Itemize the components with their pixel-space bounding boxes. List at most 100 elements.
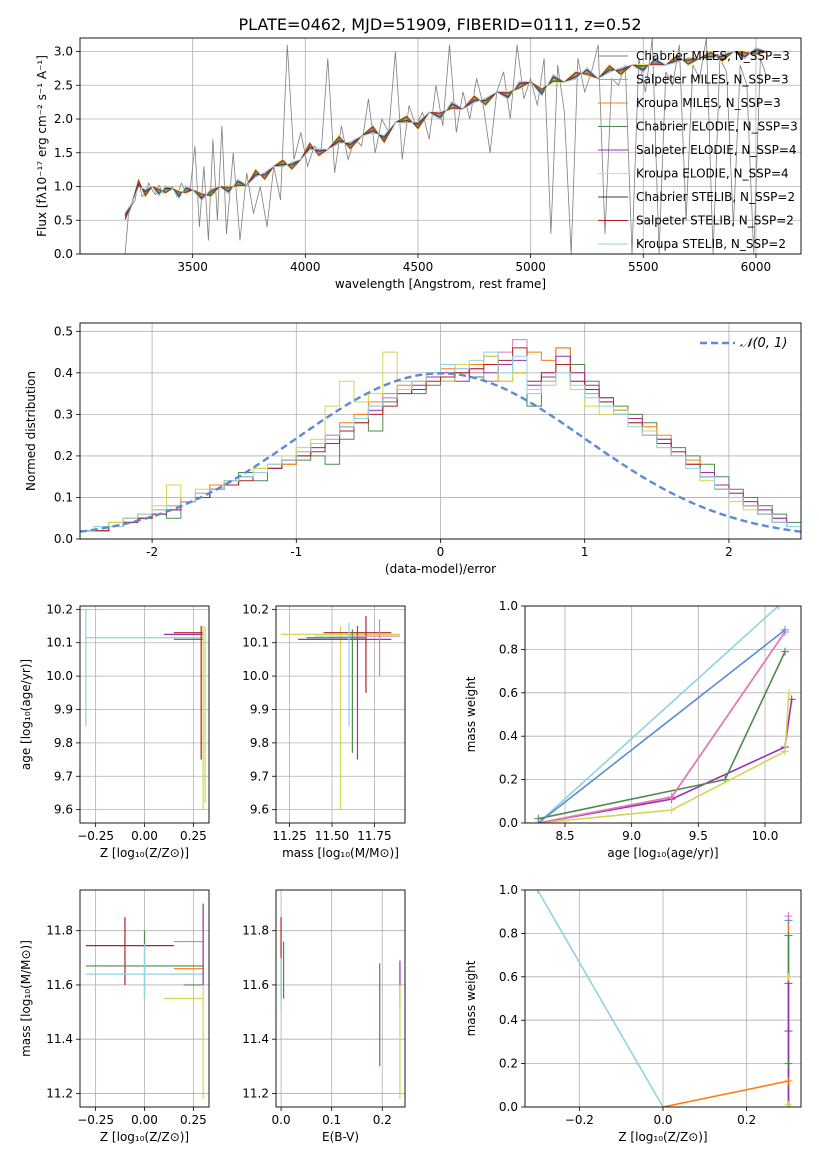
model-line bbox=[124, 46, 768, 214]
y-axis-label: age [log₁₀(age/yr)] bbox=[19, 659, 33, 770]
x-axis-label: age [log₁₀(age/yr)] bbox=[607, 846, 718, 860]
x-tick-label: 11.25 bbox=[272, 829, 306, 843]
y-axis-label: mass weight bbox=[464, 676, 478, 752]
axes-frame bbox=[275, 889, 406, 1108]
x-axis-label: E(B-V) bbox=[322, 1130, 359, 1144]
y-axis-label: Flux [fλ10⁻¹⁷ erg cm⁻² s⁻¹ A⁻¹] bbox=[35, 55, 49, 237]
y-axis-label: mass weight bbox=[464, 960, 478, 1036]
panel-weight-vs-age: 8.5 9.0 9.5 10.0 0.0 0.2 0.4 0.6 0.8 1.0 age [log₁… bbox=[464, 599, 802, 860]
legend-label: Kroupa MILES, N_SSP=3 bbox=[636, 96, 781, 110]
gaussian-curve bbox=[80, 372, 801, 533]
y-tick-label: 0.3 bbox=[54, 407, 73, 421]
plot-area bbox=[534, 606, 796, 823]
grid bbox=[525, 605, 801, 824]
plot-area bbox=[85, 903, 204, 1099]
grid bbox=[525, 889, 801, 1108]
y-tick-label: 0.8 bbox=[499, 642, 518, 656]
legend-label: 𝒩(0, 1) bbox=[740, 336, 787, 351]
axes-frame bbox=[79, 37, 802, 255]
y-tick-label: 11.4 bbox=[242, 1032, 269, 1046]
legend-label: Chabrier MILES, N_SSP=3 bbox=[636, 49, 790, 63]
x-tick-label: 8.5 bbox=[555, 829, 574, 843]
y-tick-label: 0.4 bbox=[54, 366, 73, 380]
y-tick-label: 0.2 bbox=[54, 449, 73, 463]
legend-label: Kroupa ELODIE, N_SSP=4 bbox=[636, 167, 789, 181]
x-tick-label: 9.0 bbox=[622, 829, 641, 843]
axes-frame bbox=[524, 605, 802, 824]
panel-age-vs-Z: −0.25 0.00 0.25 9.6 9.7 9.8 9.9 10.0 10.1 10.2 Z [… bbox=[19, 602, 210, 860]
y-tick-label: 1.0 bbox=[54, 180, 73, 194]
weight-line bbox=[537, 606, 779, 823]
axes-frame bbox=[79, 889, 210, 1108]
y-tick-label: 0.8 bbox=[499, 926, 518, 940]
x-tick-label: 0.1 bbox=[322, 1113, 341, 1127]
legend-label: Salpeter ELODIE, N_SSP=4 bbox=[636, 143, 797, 157]
legend-label: Chabrier ELODIE, N_SSP=3 bbox=[636, 120, 798, 134]
y-tick-label: 10.0 bbox=[242, 669, 269, 683]
weight-line bbox=[662, 1080, 789, 1107]
x-tick-label: 5500 bbox=[628, 260, 659, 274]
x-tick-label: −0.25 bbox=[77, 1113, 114, 1127]
plot-area bbox=[124, 38, 768, 254]
legend-label: Salpeter STELIB, N_SSP=2 bbox=[636, 214, 794, 228]
weight-line bbox=[537, 629, 786, 823]
y-tick-label: 0.0 bbox=[54, 247, 73, 261]
y-tick-label: 10.1 bbox=[242, 636, 269, 650]
y-tick-label: 9.7 bbox=[250, 769, 269, 783]
y-tick-label: 11.2 bbox=[46, 1086, 73, 1100]
x-tick-label: 4500 bbox=[403, 260, 434, 274]
x-tick-label: −0.25 bbox=[77, 829, 114, 843]
x-tick-label: 11.50 bbox=[315, 829, 349, 843]
x-tick-label: 10.0 bbox=[752, 829, 779, 843]
x-tick-label: 5000 bbox=[515, 260, 546, 274]
axes-frame bbox=[79, 605, 210, 824]
x-tick-label: 9.5 bbox=[689, 829, 708, 843]
y-tick-label: 11.2 bbox=[242, 1086, 269, 1100]
axes-frame bbox=[79, 322, 802, 540]
legend-label: Chabrier STELIB, N_SSP=2 bbox=[636, 190, 795, 204]
panel-spectrum: 3500 4000 4500 5000 5500 6000 0.0 0.5 1.0 1.5 2.0 2… bbox=[35, 37, 802, 291]
x-tick-label: 0.2 bbox=[737, 1113, 756, 1127]
model-line bbox=[124, 50, 768, 222]
y-tick-label: 0.6 bbox=[499, 686, 518, 700]
y-tick-label: 1.0 bbox=[499, 599, 518, 613]
x-tick-label: 0.0 bbox=[653, 1113, 672, 1127]
x-tick-label: 0.25 bbox=[180, 829, 207, 843]
panel-residuals: -2 -1 0 1 2 0.0 0.1 0.2 0.3 0.4 0.5 (data-model)/er… bbox=[24, 322, 802, 576]
y-tick-label: 0.5 bbox=[54, 213, 73, 227]
y-tick-label: 1.0 bbox=[499, 883, 518, 897]
y-tick-label: 0.6 bbox=[499, 970, 518, 984]
y-tick-label: 0.5 bbox=[54, 324, 73, 338]
y-tick-label: 11.8 bbox=[46, 924, 73, 938]
y-tick-label: 3.0 bbox=[54, 45, 73, 59]
x-axis-label: Z [log₁₀(Z/Z⊙)] bbox=[618, 1130, 707, 1144]
x-tick-label: 0.00 bbox=[131, 829, 158, 843]
legend-label: Salpeter MILES, N_SSP=3 bbox=[636, 73, 789, 87]
x-tick-label: 0.00 bbox=[131, 1113, 158, 1127]
y-tick-label: 0.0 bbox=[499, 1100, 518, 1114]
y-tick-label: 10.2 bbox=[46, 602, 73, 616]
y-tick-label: 2.5 bbox=[54, 78, 73, 92]
x-axis-label: Z [log₁₀(Z/Z⊙)] bbox=[100, 846, 189, 860]
x-tick-label: 0.0 bbox=[272, 1113, 291, 1127]
x-tick-label: 6000 bbox=[741, 260, 772, 274]
y-tick-label: 10.0 bbox=[46, 669, 73, 683]
weight-line bbox=[538, 692, 790, 823]
y-tick-label: 11.6 bbox=[242, 978, 269, 992]
x-tick-label: 0.25 bbox=[180, 1113, 207, 1127]
grid bbox=[80, 606, 209, 823]
x-axis-label: Z [log₁₀(Z/Z⊙)] bbox=[100, 1130, 189, 1144]
y-tick-label: 1.5 bbox=[54, 146, 73, 160]
panel-weight-vs-Z: −0.2 0.0 0.2 0.0 0.2 0.4 0.6 0.8 1.0 Z [log₁₀(Z/Z… bbox=[464, 883, 802, 1144]
plot-area bbox=[533, 890, 793, 1107]
axes-frame bbox=[275, 605, 406, 824]
y-tick-label: 9.8 bbox=[250, 736, 269, 750]
y-tick-label: 10.1 bbox=[46, 636, 73, 650]
x-tick-label: −0.2 bbox=[565, 1113, 594, 1127]
y-tick-label: 0.0 bbox=[54, 532, 73, 546]
y-tick-label: 0.2 bbox=[499, 1057, 518, 1071]
model-line bbox=[124, 49, 768, 216]
panel-mass-vs-Z: −0.25 0.00 0.25 11.2 11.4 11.6 11.8 Z [log₁₀(Z/… bbox=[19, 889, 210, 1144]
plot-area bbox=[80, 339, 801, 533]
